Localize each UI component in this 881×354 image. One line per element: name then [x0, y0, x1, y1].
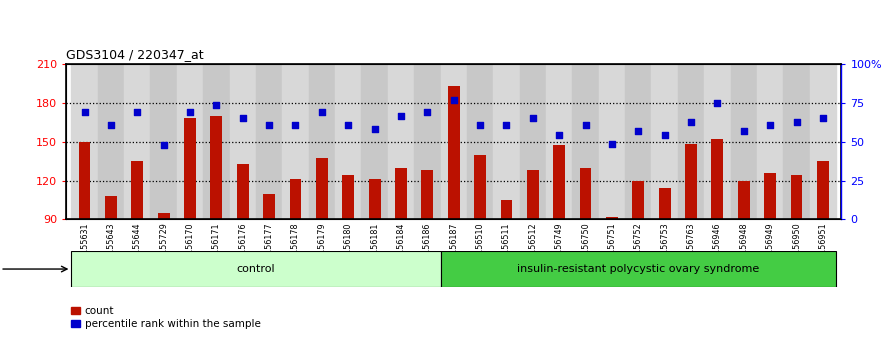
- Bar: [230, 64, 256, 219]
- Bar: [599, 64, 626, 219]
- Text: GDS3104 / 220347_at: GDS3104 / 220347_at: [66, 48, 204, 61]
- Point: [262, 122, 276, 127]
- Point: [632, 129, 646, 134]
- Point: [341, 122, 355, 127]
- Bar: [448, 86, 460, 219]
- Bar: [783, 64, 810, 219]
- Bar: [573, 64, 599, 219]
- Bar: [105, 196, 117, 219]
- Point: [605, 141, 619, 147]
- Bar: [290, 179, 301, 219]
- Point: [473, 122, 487, 127]
- Bar: [493, 64, 520, 219]
- Point: [157, 143, 171, 148]
- Bar: [738, 181, 750, 219]
- Point: [763, 122, 777, 127]
- Text: insulin-resistant polycystic ovary syndrome: insulin-resistant polycystic ovary syndr…: [517, 264, 759, 274]
- Point: [526, 115, 540, 121]
- Bar: [368, 179, 381, 219]
- Point: [447, 97, 461, 103]
- Bar: [316, 159, 328, 219]
- Text: control: control: [237, 264, 275, 274]
- Bar: [343, 175, 354, 219]
- Point: [183, 109, 197, 115]
- Bar: [580, 167, 591, 219]
- Bar: [361, 64, 388, 219]
- Point: [315, 109, 329, 115]
- Bar: [651, 64, 677, 219]
- Bar: [388, 64, 414, 219]
- Point: [236, 115, 250, 121]
- Bar: [177, 64, 204, 219]
- Bar: [440, 64, 467, 219]
- Bar: [790, 175, 803, 219]
- Point: [552, 132, 566, 138]
- Bar: [131, 161, 144, 219]
- Bar: [78, 142, 91, 219]
- Bar: [440, 251, 836, 287]
- Point: [500, 122, 514, 127]
- Bar: [553, 145, 565, 219]
- Bar: [757, 64, 783, 219]
- Bar: [817, 161, 829, 219]
- Bar: [282, 64, 308, 219]
- Bar: [712, 139, 723, 219]
- Bar: [98, 64, 124, 219]
- Bar: [467, 64, 493, 219]
- Bar: [520, 64, 546, 219]
- Bar: [810, 64, 836, 219]
- Bar: [211, 116, 222, 219]
- Bar: [124, 64, 151, 219]
- Point: [737, 129, 751, 134]
- Bar: [677, 64, 704, 219]
- Bar: [204, 64, 230, 219]
- Bar: [263, 194, 275, 219]
- Bar: [158, 213, 169, 219]
- Bar: [335, 64, 361, 219]
- Point: [657, 132, 671, 138]
- Bar: [395, 167, 407, 219]
- Bar: [256, 64, 282, 219]
- Point: [684, 119, 698, 125]
- Bar: [421, 170, 433, 219]
- Bar: [71, 251, 440, 287]
- Point: [710, 100, 724, 105]
- Point: [579, 122, 593, 127]
- Bar: [633, 181, 644, 219]
- Point: [394, 113, 408, 119]
- Bar: [730, 64, 757, 219]
- Bar: [500, 200, 513, 219]
- Bar: [626, 64, 651, 219]
- Legend: count, percentile rank within the sample: count, percentile rank within the sample: [71, 306, 261, 329]
- Bar: [474, 155, 486, 219]
- Bar: [606, 217, 618, 219]
- Bar: [308, 64, 335, 219]
- Point: [816, 115, 830, 121]
- Point: [210, 102, 224, 108]
- Point: [130, 109, 144, 115]
- Point: [288, 122, 302, 127]
- Point: [104, 122, 118, 127]
- Bar: [184, 118, 196, 219]
- Point: [367, 126, 381, 131]
- Point: [78, 109, 92, 115]
- Bar: [704, 64, 730, 219]
- Point: [420, 109, 434, 115]
- Bar: [764, 173, 776, 219]
- Bar: [151, 64, 177, 219]
- Bar: [71, 64, 98, 219]
- Point: [789, 119, 803, 125]
- Bar: [414, 64, 440, 219]
- Bar: [527, 170, 539, 219]
- Bar: [659, 188, 670, 219]
- Bar: [546, 64, 573, 219]
- Bar: [237, 164, 248, 219]
- Bar: [685, 144, 697, 219]
